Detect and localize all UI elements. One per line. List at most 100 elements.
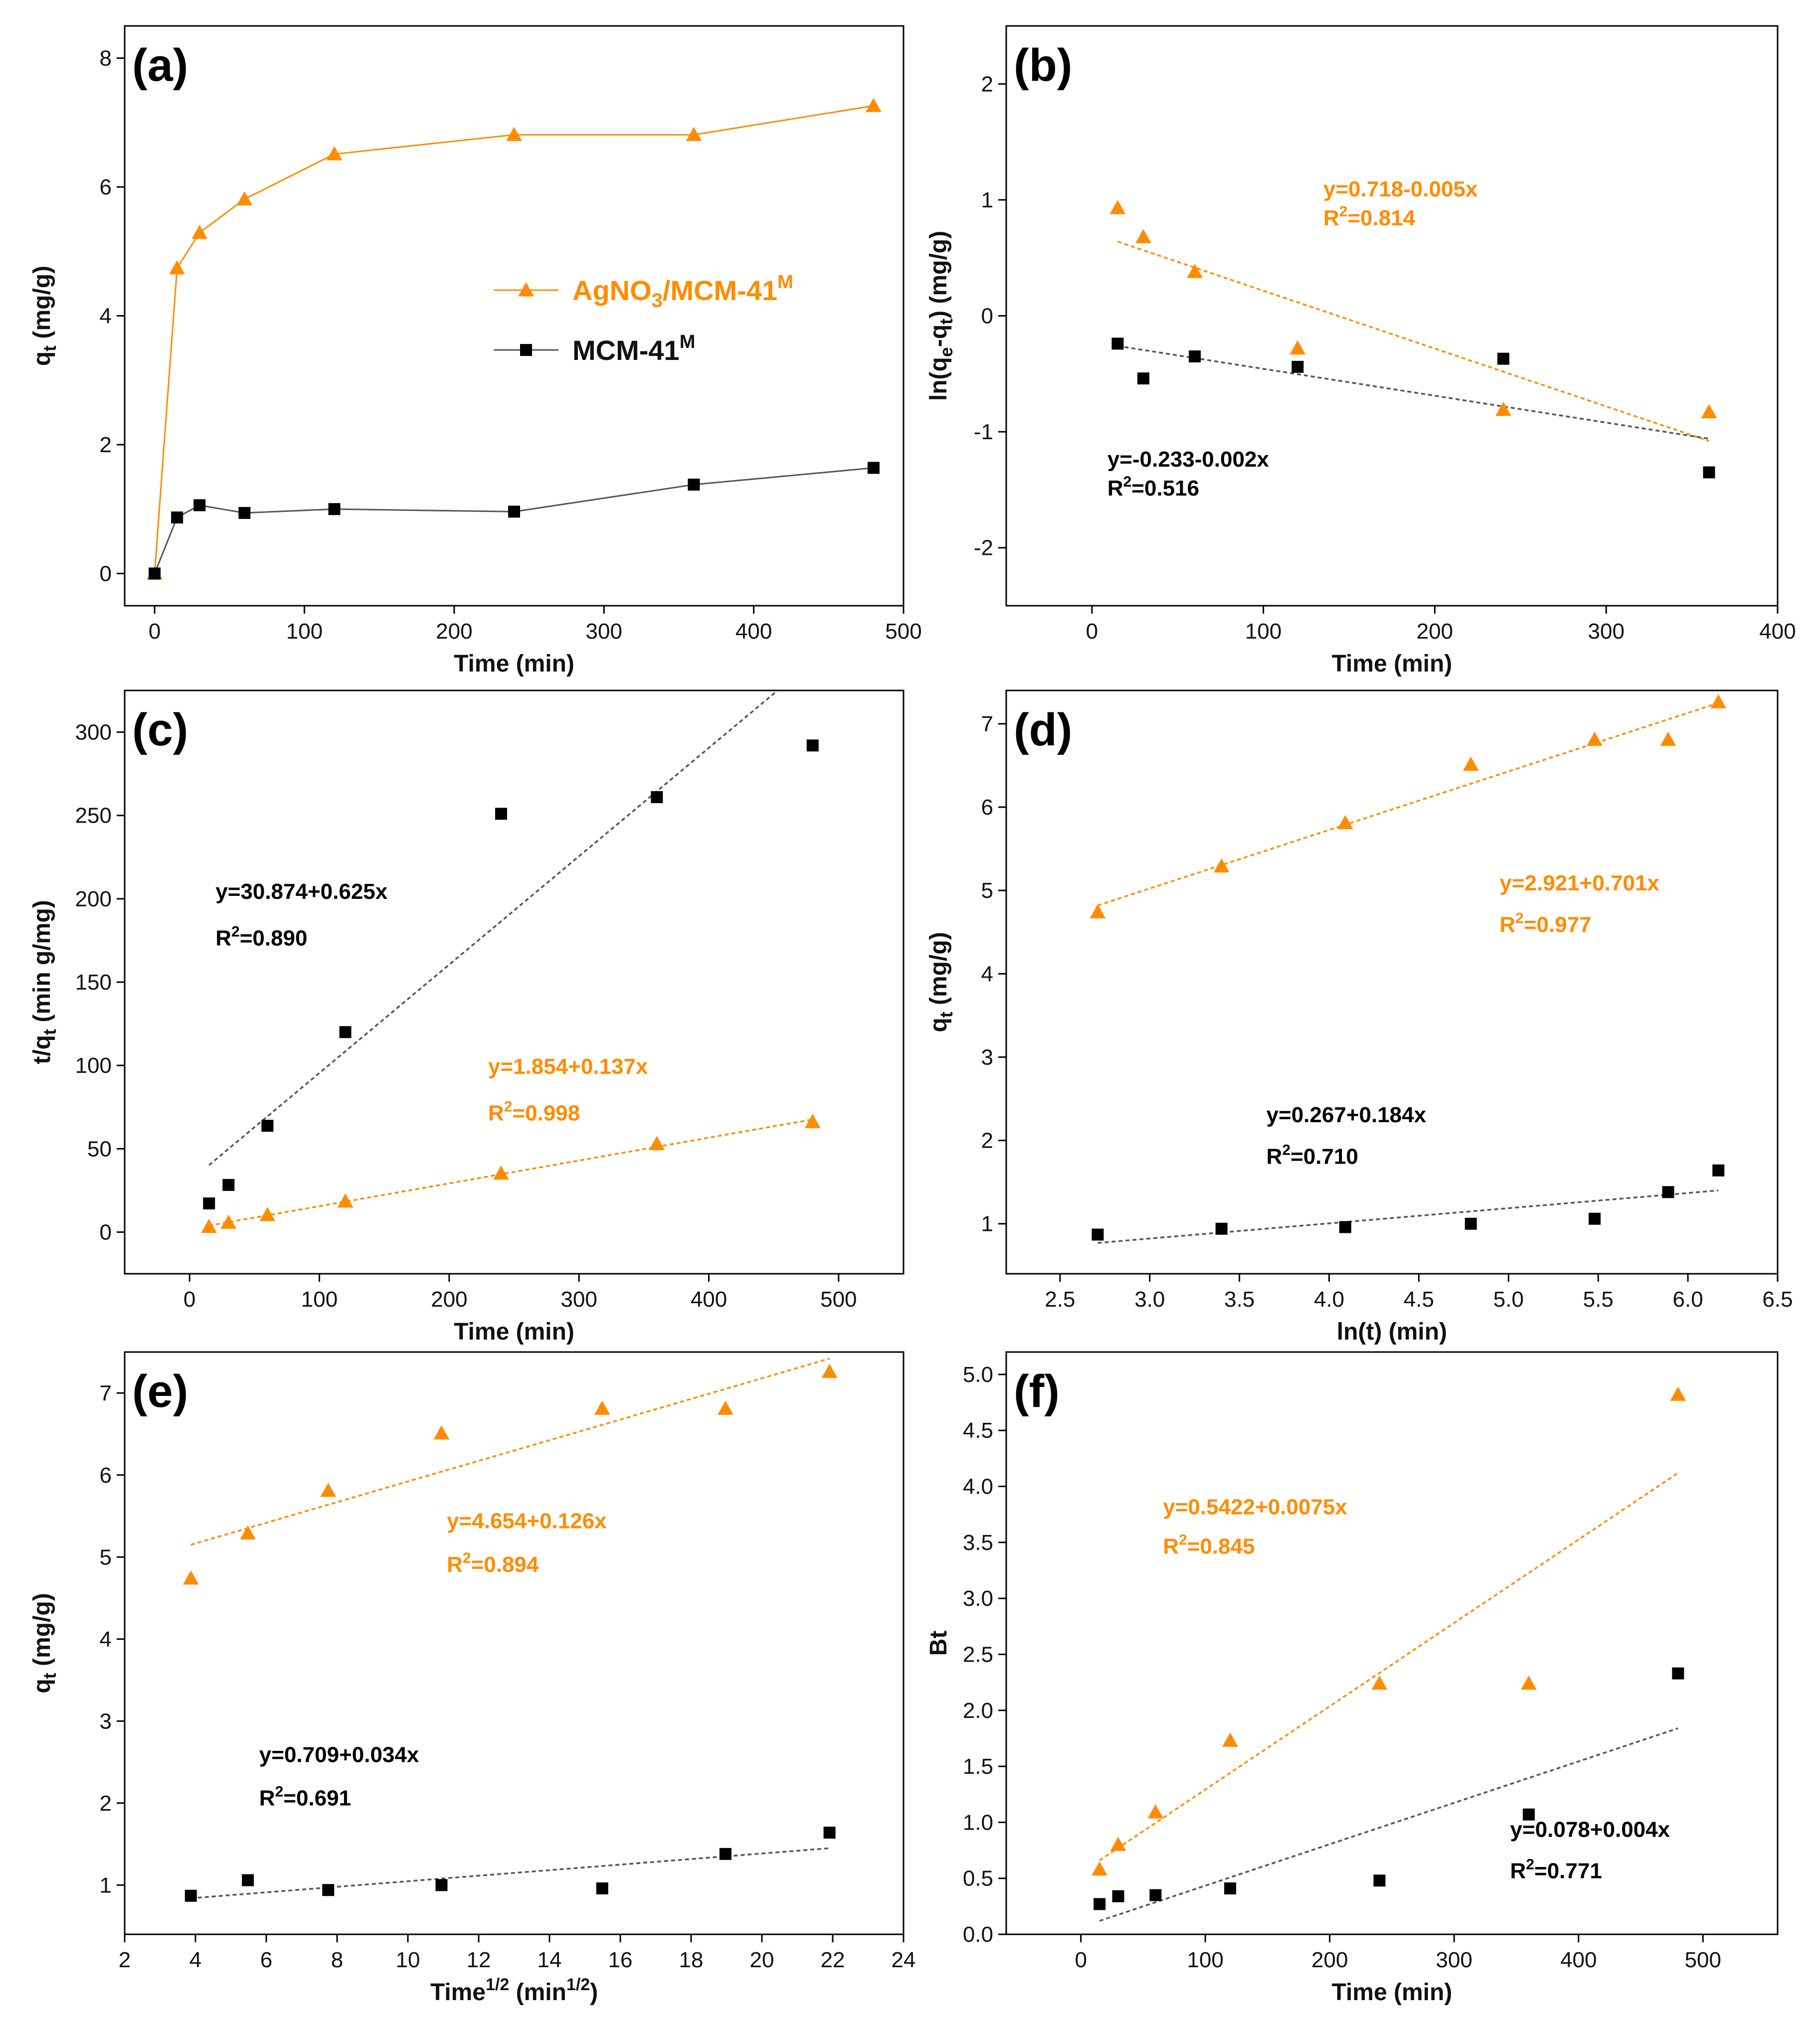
- y-tick-label: 200: [75, 887, 112, 911]
- data-point-triangle: [191, 224, 208, 239]
- data-point-square: [435, 1879, 448, 1891]
- fit-annotation: y=30.874+0.625x: [215, 879, 388, 904]
- y-tick-label: 0.5: [963, 1867, 993, 1891]
- data-point-triangle: [1337, 815, 1353, 830]
- panel-label: (f): [1014, 1366, 1060, 1417]
- data-point-square: [149, 567, 161, 580]
- x-tick-label: 4: [189, 1948, 201, 1972]
- y-tick-label: 2: [100, 433, 112, 457]
- y-tick-label: 3: [981, 1045, 993, 1069]
- x-tick-label: 400: [691, 1287, 727, 1312]
- panel-label: (b): [1014, 40, 1072, 91]
- fit-line: [208, 1118, 813, 1227]
- fit-line: [1099, 1472, 1679, 1862]
- x-tick-label: 24: [892, 1948, 916, 1972]
- fit-annotation: y=2.921+0.701x: [1499, 871, 1659, 895]
- x-tick-label: 400: [1759, 619, 1796, 644]
- y-tick-label: 5: [100, 1545, 112, 1569]
- y-tick-label: 150: [75, 970, 112, 995]
- x-tick-label: 3.5: [1224, 1287, 1255, 1312]
- fit-line: [1099, 1727, 1678, 1922]
- y-tick-label: 4: [100, 304, 112, 329]
- data-point-triangle: [718, 1400, 733, 1415]
- data-point-triangle: [1462, 756, 1479, 771]
- x-axis-title: Time (min): [1332, 1979, 1452, 2006]
- y-tick-label: 3: [100, 1709, 112, 1733]
- data-point-triangle: [1371, 1675, 1388, 1690]
- x-tick-label: 22: [821, 1948, 845, 1972]
- fit-line: [1097, 1190, 1719, 1244]
- plot-frame: [1005, 689, 1779, 1275]
- data-point-square: [184, 1889, 197, 1902]
- y-tick-label: 1.0: [963, 1810, 993, 1835]
- x-axis-title: Time1/2 (min1/2): [430, 1975, 598, 2006]
- data-point-triangle: [821, 1363, 838, 1378]
- panel-f: 0 100 200 300 400 500 0.0 0.5 1.0 1.5 2.0 2.5 3.0 3.5…: [925, 1351, 1779, 2006]
- y-tick-label: -2: [974, 536, 993, 560]
- y-tick-label: 2.0: [963, 1699, 993, 1723]
- data-point-square: [1111, 338, 1124, 350]
- data-point-triangle: [320, 1482, 337, 1497]
- legend-marker-triangle: [518, 282, 534, 297]
- data-point-triangle: [1289, 340, 1306, 355]
- data-point-triangle: [866, 98, 882, 112]
- data-point-square: [1464, 1217, 1477, 1230]
- x-tick-label: 200: [1417, 619, 1453, 644]
- data-point-square: [867, 462, 880, 474]
- legend-marker-square: [520, 344, 532, 356]
- data-point-triangle: [1222, 1732, 1238, 1747]
- x-tick-label: 100: [1245, 619, 1281, 644]
- x-tick-label: 14: [538, 1948, 562, 1972]
- y-axis-title: qt (mg/g): [29, 1593, 60, 1693]
- data-point-triangle: [259, 1206, 276, 1221]
- data-point-square: [1339, 1221, 1351, 1233]
- legend-label: MCM-41M: [572, 332, 695, 366]
- x-axis-title: ln(t) (min): [1337, 1319, 1447, 1345]
- data-point-triangle: [1147, 1804, 1164, 1819]
- data-point-triangle: [337, 1193, 354, 1208]
- series-line: [154, 105, 874, 574]
- data-point-square: [1497, 352, 1509, 365]
- y-tick-label: 1.5: [963, 1754, 993, 1779]
- data-point-square: [1712, 1164, 1725, 1177]
- data-point-triangle: [1670, 1386, 1686, 1401]
- panel-c: 0 100 200 300 400 500 0 50 100 150 200 250 300 Time (…: [29, 689, 905, 1345]
- data-point-square: [261, 1120, 274, 1132]
- fit-annotation: R2=0.691: [259, 1784, 351, 1811]
- x-tick-label: 400: [1560, 1948, 1597, 1972]
- x-tick-label: 6.5: [1762, 1287, 1793, 1312]
- data-point-triangle: [236, 191, 253, 206]
- legend-label: AgNO3/MCM-41M: [572, 272, 793, 312]
- plot-frame: [1005, 1351, 1779, 1935]
- fit-annotation: y=0.709+0.034x: [259, 1743, 419, 1767]
- y-axis-title: t/qt (min g/mg): [29, 900, 60, 1064]
- data-point-triangle: [493, 1165, 509, 1180]
- y-tick-label: 4: [981, 962, 993, 986]
- data-point-triangle: [1587, 731, 1603, 746]
- y-axis-title: qt (mg/g): [29, 266, 60, 366]
- x-tick-label: 18: [679, 1948, 704, 1972]
- x-tick-label: 300: [586, 619, 622, 644]
- y-tick-label: 0: [981, 304, 993, 329]
- fit-annotation: y=0.078+0.004x: [1510, 1818, 1670, 1842]
- fit-annotation: R2=0.710: [1267, 1142, 1358, 1169]
- data-point-triangle: [1521, 1675, 1537, 1690]
- data-point-square: [171, 511, 183, 523]
- data-point-triangle: [1135, 229, 1151, 243]
- data-point-triangle: [1109, 200, 1126, 214]
- data-point-square: [1662, 1186, 1674, 1198]
- y-tick-label: 6: [100, 1463, 112, 1488]
- data-point-triangle: [649, 1136, 665, 1151]
- y-tick-label: -1: [974, 420, 993, 444]
- fit-annotation: R2=0.771: [1510, 1857, 1602, 1883]
- legend: AgNO3/MCM-41M MCM-41M: [494, 272, 793, 366]
- data-point-square: [193, 499, 206, 511]
- y-tick-label: 1: [981, 1212, 993, 1236]
- data-point-square: [1189, 350, 1201, 362]
- data-point-square: [203, 1197, 215, 1209]
- y-tick-label: 0.0: [963, 1922, 993, 1947]
- data-point-triangle: [326, 146, 343, 161]
- data-point-square: [806, 739, 819, 752]
- data-point-square: [242, 1874, 254, 1886]
- fit-line: [1117, 240, 1710, 442]
